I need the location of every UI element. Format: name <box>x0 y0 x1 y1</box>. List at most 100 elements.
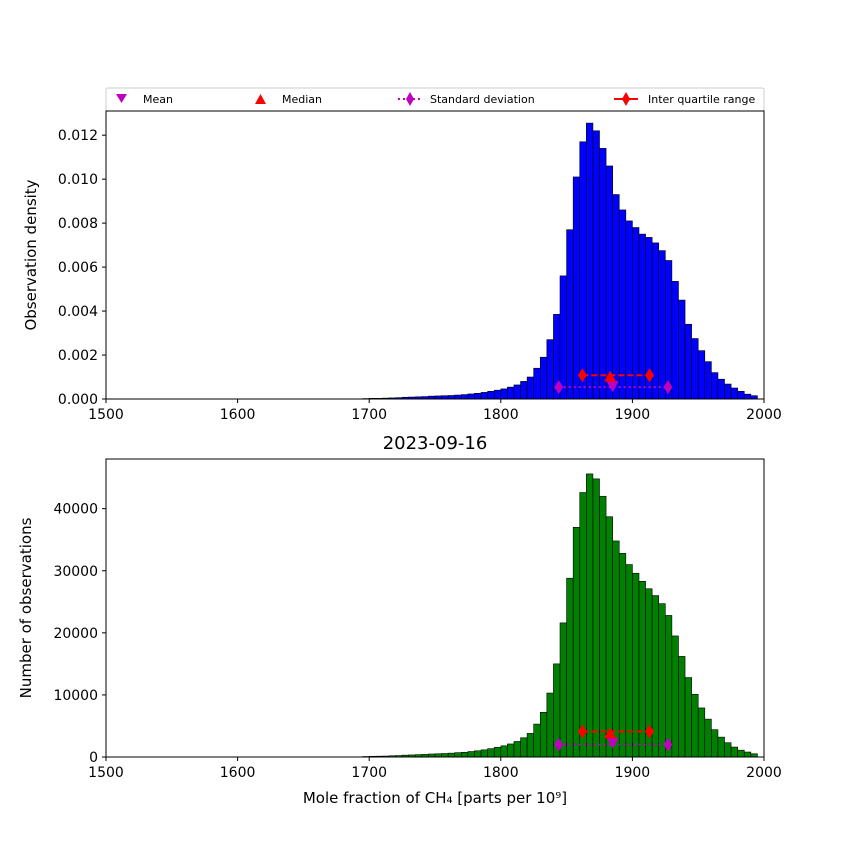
density-bar <box>737 391 745 400</box>
density-std-marker <box>554 380 564 395</box>
count-chart-title: 2023-09-16 <box>383 433 488 454</box>
density-bar <box>664 260 673 400</box>
density-bar <box>467 393 475 400</box>
density-bar <box>447 395 456 400</box>
density-bar <box>678 299 686 400</box>
density-x-tick-label: 1600 <box>220 407 256 423</box>
count-x-tick-label: 1900 <box>615 765 651 781</box>
count-x-tick-label: 1500 <box>88 765 124 781</box>
count-bar <box>507 743 515 758</box>
count-bar <box>447 752 456 758</box>
density-y-tick-label: 0.010 <box>58 172 98 188</box>
count-stat-markers <box>554 724 673 752</box>
count-bar <box>461 751 469 758</box>
density-bar <box>507 386 515 400</box>
density-iqr-marker <box>577 368 587 383</box>
density-iqr-marker <box>645 368 655 383</box>
count-bar <box>500 745 508 758</box>
count-median-marker <box>604 727 617 739</box>
density-axes-frame <box>105 110 765 400</box>
count-histogram-panel: 2023-09-16 1500 1600 1700 1800 1900 2000 0 100… <box>17 433 782 807</box>
density-bar <box>697 350 706 400</box>
density-bar <box>730 387 738 400</box>
count-bar <box>592 478 600 758</box>
count-std-marker <box>554 737 564 752</box>
count-bar <box>664 615 673 758</box>
density-y-tick-label: 0.008 <box>58 216 98 232</box>
density-bar <box>612 194 620 400</box>
count-y-ticks: 0 10000 20000 30000 40000 <box>53 502 106 766</box>
count-bar <box>691 693 699 758</box>
density-bar <box>724 383 732 400</box>
density-x-tick-label: 1500 <box>88 407 124 423</box>
density-bar <box>566 229 574 400</box>
count-mean-marker <box>606 737 619 749</box>
count-bar <box>658 603 666 758</box>
count-bar <box>618 553 627 758</box>
legend-entry-mean: Mean <box>116 93 173 106</box>
density-bar <box>454 394 462 400</box>
density-bar <box>579 141 587 400</box>
count-bar <box>467 751 475 758</box>
density-std-marker <box>663 380 673 395</box>
density-mean-marker <box>606 381 619 393</box>
density-y-tick-label: 0.002 <box>58 348 98 364</box>
density-bar <box>461 394 469 400</box>
count-bar <box>454 752 462 758</box>
count-y-tick-label: 0 <box>89 750 98 766</box>
density-bar <box>513 384 521 400</box>
count-bar <box>586 473 594 758</box>
count-bar <box>632 572 640 758</box>
density-y-tick-label: 0.006 <box>58 260 98 276</box>
count-std-marker <box>663 737 673 752</box>
density-bar <box>625 220 633 400</box>
count-x-tick-label: 2000 <box>746 765 782 781</box>
count-bar <box>730 746 738 758</box>
count-y-axis-label: Number of observations <box>17 517 35 698</box>
iqr-diamond-icon <box>622 92 630 106</box>
density-bar <box>474 392 482 400</box>
count-bar <box>559 622 567 758</box>
legend-label-median: Median <box>282 93 322 106</box>
legend-label-iqr: Inter quartile range <box>648 93 755 106</box>
density-y-axis-label: Observation density <box>22 179 40 330</box>
density-bar <box>493 389 502 400</box>
density-bar <box>559 275 567 400</box>
count-x-ticks: 1500 1600 1700 1800 1900 2000 <box>88 757 782 781</box>
density-bar <box>572 176 581 400</box>
density-x-tick-label: 2000 <box>746 407 782 423</box>
density-bar <box>684 323 692 400</box>
count-bar <box>487 748 495 758</box>
count-bar <box>724 742 732 758</box>
x-axis-label: Mole fraction of CH₄ [parts per 10⁹] <box>303 789 567 807</box>
density-bar <box>480 392 488 400</box>
count-bar <box>697 707 706 758</box>
density-y-ticks: 0.000 0.002 0.004 0.006 0.008 0.010 0.012 <box>58 128 106 408</box>
count-bar <box>493 747 502 758</box>
count-bar <box>539 711 548 758</box>
density-median-marker <box>604 370 617 382</box>
density-bar <box>717 378 725 400</box>
density-bar <box>704 361 712 400</box>
density-bar <box>586 122 594 400</box>
density-bar <box>743 393 752 400</box>
count-bar <box>743 751 752 758</box>
count-bar <box>605 516 613 758</box>
count-bar <box>704 718 712 758</box>
density-y-tick-label: 0.004 <box>58 304 98 320</box>
count-bar <box>612 540 620 758</box>
count-bar <box>513 741 521 758</box>
count-bar <box>526 733 534 758</box>
density-x-tick-label: 1700 <box>351 407 387 423</box>
density-histogram-panel: 1500 1600 1700 1800 1900 2000 0.000 0.002 0.004… <box>22 110 782 423</box>
count-x-tick-label: 1600 <box>220 765 256 781</box>
density-bars <box>362 122 758 400</box>
count-bar <box>474 750 482 758</box>
density-bar <box>658 250 666 400</box>
median-marker-icon <box>255 94 266 104</box>
density-y-tick-label: 0.012 <box>58 128 98 144</box>
count-bar <box>480 749 488 758</box>
density-y-tick-label: 0.000 <box>58 392 98 408</box>
count-iqr-marker <box>645 724 655 739</box>
